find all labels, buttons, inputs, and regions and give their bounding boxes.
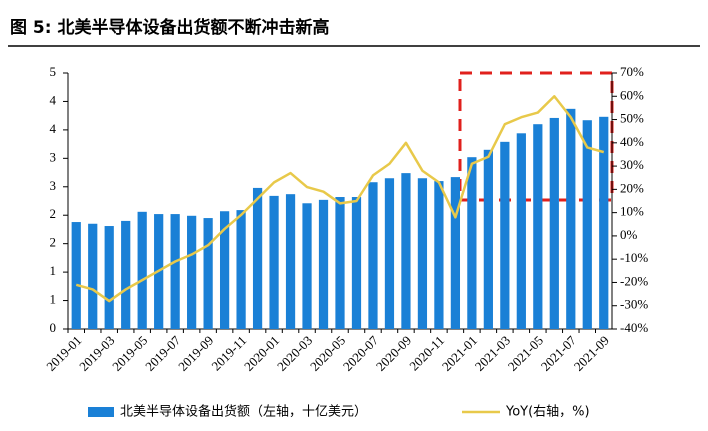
bar	[170, 214, 180, 329]
x-tick-label: 2020-11	[406, 333, 447, 374]
y-tick-label: 2	[50, 206, 57, 221]
line	[75, 95, 605, 303]
bar	[285, 194, 296, 329]
x-tick-label: 2020-05	[307, 333, 348, 374]
x-tick-label: 2019-07	[142, 332, 184, 374]
y2-tick-label: -10%	[620, 250, 648, 265]
bar	[467, 157, 477, 329]
x-tick-label: 2020-01	[241, 333, 282, 374]
y2-tick-label: 20%	[620, 180, 644, 195]
bar	[450, 177, 461, 329]
bar	[88, 223, 98, 329]
bar	[187, 215, 197, 329]
y-tick-label: 2	[50, 235, 57, 250]
x-tick-label: 2021-03	[472, 333, 513, 374]
y2-tick-label: -30%	[620, 297, 648, 312]
bar	[104, 226, 114, 329]
x-tick-label: 2019-01	[43, 333, 84, 374]
y2-tick-label: 30%	[620, 157, 644, 172]
x-tick-label: 2021-09	[571, 333, 612, 374]
bar	[500, 141, 510, 329]
bar	[483, 149, 493, 329]
bar	[368, 182, 378, 329]
bar	[71, 222, 81, 329]
bar	[401, 173, 411, 329]
bar	[417, 178, 428, 329]
x-tick-label: 2020-09	[373, 333, 414, 374]
y-tick-label: 4	[50, 92, 57, 107]
y-tick-label: 1	[50, 263, 57, 278]
bar	[137, 211, 147, 329]
y2-tick-label: 70%	[620, 64, 644, 79]
legend-label: 北美半导体设备出货额（左轴，十亿美元）	[120, 404, 367, 420]
bar	[533, 124, 543, 329]
y-tick-label: 0	[50, 320, 57, 335]
y-tick-label: 4	[50, 121, 57, 136]
bar	[566, 108, 576, 329]
bar	[351, 197, 362, 329]
bar	[516, 133, 526, 329]
bar	[549, 117, 559, 329]
x-tick-label: 2020-07	[340, 332, 382, 374]
x-tick-label: 2020-03	[274, 333, 315, 374]
y2-tick-label: 60%	[620, 87, 644, 102]
x-tick-label: 2021-05	[505, 333, 546, 374]
y-tick-label: 3	[50, 178, 57, 193]
y2-tick-label: 50%	[620, 111, 644, 126]
bar	[302, 203, 312, 329]
bar	[434, 181, 444, 329]
chart-title: 图 5: 北美半导体设备出货额不断冲击新高	[10, 17, 329, 38]
y2-tick-label: 10%	[620, 204, 644, 219]
bar	[269, 195, 279, 329]
legend-label: YoY(右轴，%)	[505, 405, 590, 420]
bar	[384, 178, 395, 329]
bar	[599, 116, 609, 329]
bar	[121, 220, 131, 329]
x-tick-label: 2019-03	[76, 333, 117, 374]
bar	[203, 218, 213, 329]
bar	[335, 197, 345, 329]
x-tick-label: 2019-11	[208, 333, 249, 374]
bar	[318, 199, 329, 329]
y-tick-label: 1	[50, 292, 57, 307]
y2-tick-label: -40%	[620, 320, 648, 335]
bar	[252, 187, 263, 329]
x-tick-label: 2019-05	[109, 333, 150, 374]
y-tick-label: 5	[50, 64, 57, 79]
bar	[219, 211, 230, 329]
x-tick-label: 2021-01	[439, 333, 480, 374]
y2-tick-label: 40%	[620, 134, 644, 149]
y-tick-label: 3	[50, 149, 57, 164]
y2-tick-label: 0%	[620, 227, 638, 242]
bar	[236, 210, 246, 329]
legend-swatch	[88, 407, 114, 417]
x-tick-label: 2019-09	[175, 333, 216, 374]
x-tick-label: 2021-07	[538, 332, 580, 374]
y2-tick-label: -20%	[620, 273, 648, 288]
bar	[582, 120, 592, 330]
